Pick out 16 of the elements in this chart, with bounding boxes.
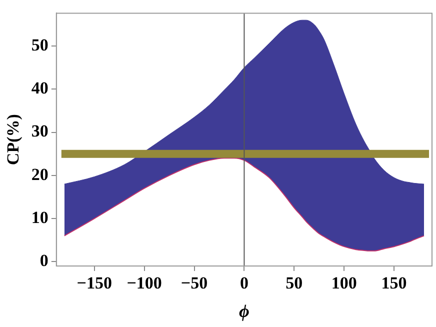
x-tick-label: 150 <box>381 274 407 293</box>
y-tick-label: 0 <box>40 251 48 270</box>
x-tick-label: −50 <box>180 274 208 293</box>
x-tick-label: 0 <box>240 274 248 293</box>
y-tick-label: 30 <box>31 122 48 141</box>
x-tick-label: −100 <box>126 274 162 293</box>
y-tick-label: 10 <box>31 208 48 227</box>
y-axis-title: CP(%) <box>4 114 23 166</box>
x-tick-label: −150 <box>76 274 112 293</box>
line-series <box>64 158 425 252</box>
y-tick-label: 50 <box>31 35 48 54</box>
y-tick-label: 20 <box>31 164 48 184</box>
x-tick-label: 100 <box>331 274 357 293</box>
x-axis-title: ϕ <box>238 300 250 321</box>
y-tick-label: 40 <box>31 78 48 98</box>
x-tick-label: 50 <box>286 274 303 293</box>
